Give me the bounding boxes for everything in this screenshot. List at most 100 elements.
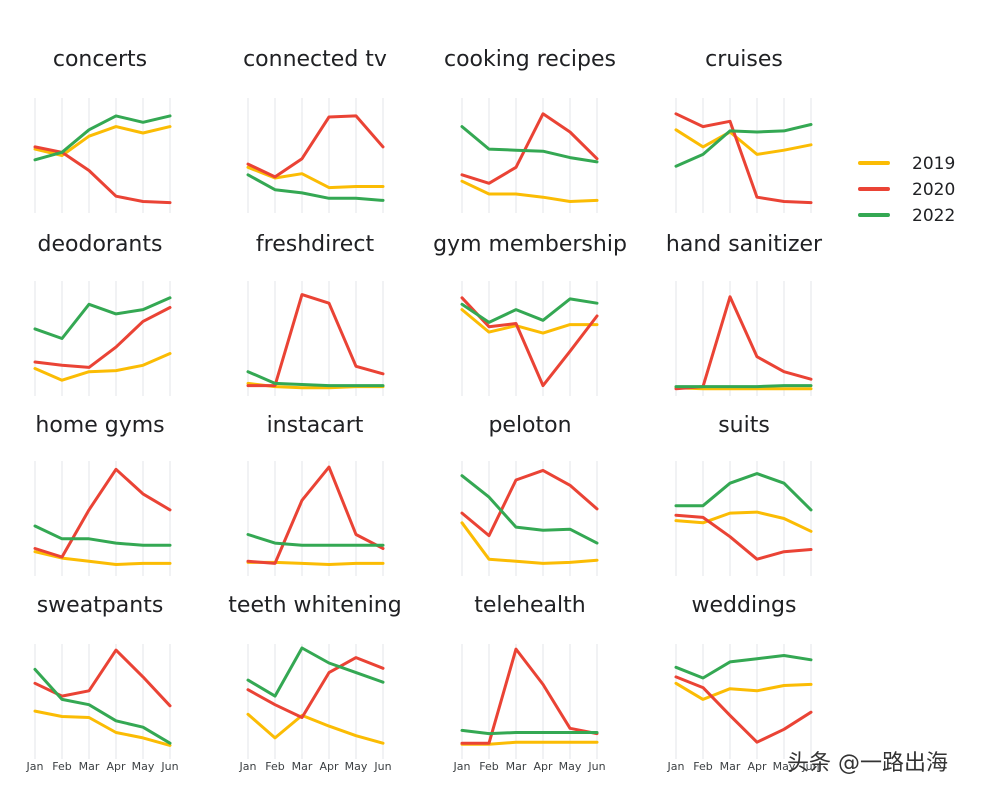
series-line-suits-2022 — [674, 472, 813, 512]
series-line-teeth-whitening-2022 — [246, 646, 385, 698]
x-tick-sweatpants-jan: Jan — [26, 760, 44, 773]
series-line-home-gyms-2022 — [33, 524, 172, 547]
panel-telehealth: telehealth Jan Feb Mar Apr May Jun — [453, 593, 606, 773]
panel-title-telehealth: telehealth — [474, 593, 585, 618]
legend-item-2022: 2022 — [858, 206, 955, 226]
x-tick-telehealth-mar: Mar — [506, 760, 527, 773]
series-line-teeth-whitening-2019 — [246, 712, 385, 745]
series-line-telehealth-2022 — [460, 728, 599, 736]
panel-weddings: weddings Jan Feb Mar Apr May Jun — [667, 593, 820, 773]
series-line-suits-2019 — [674, 510, 813, 533]
series-line-weddings-2019 — [674, 681, 813, 701]
panel-home-gyms: home gyms — [33, 413, 172, 576]
series-line-cruises-2019 — [674, 128, 813, 156]
series-line-sweatpants-2019 — [33, 709, 172, 747]
series-line-sweatpants-2020 — [33, 648, 172, 708]
panel-concerts: concerts — [33, 47, 172, 213]
x-tick-weddings-jun: Jun — [801, 760, 819, 773]
panel-title-peloton: peloton — [488, 413, 571, 438]
x-tick-telehealth-feb: Feb — [479, 760, 498, 773]
panel-peloton: peloton — [460, 413, 599, 576]
x-tick-weddings-feb: Feb — [693, 760, 712, 773]
panel-title-weddings: weddings — [692, 593, 797, 618]
series-line-sweatpants-2022 — [33, 667, 172, 745]
series-line-telehealth-2020 — [460, 647, 599, 745]
x-tick-sweatpants-may: May — [132, 760, 155, 773]
series-line-weddings-2020 — [674, 675, 813, 744]
watermark-text: 头条 @一路出海 — [787, 751, 948, 776]
legend-label-2020: 2020 — [912, 180, 955, 200]
panel-title-cooking-recipes: cooking recipes — [444, 47, 616, 72]
panel-gym-membership: gym membership — [433, 232, 627, 396]
series-line-peloton-2022 — [460, 474, 599, 545]
series-line-connected-tv-2020 — [246, 114, 385, 179]
x-tick-weddings-jan: Jan — [667, 760, 685, 773]
x-tick-weddings-mar: Mar — [720, 760, 741, 773]
series-line-gym-membership-2022 — [460, 297, 599, 324]
series-line-instacart-2020 — [246, 465, 385, 565]
series-line-connected-tv-2022 — [246, 173, 385, 202]
x-tick-telehealth-jun: Jun — [587, 760, 605, 773]
series-line-deodorants-2020 — [33, 306, 172, 369]
panel-title-instacart: instacart — [267, 413, 364, 438]
legend-item-2020: 2020 — [858, 180, 955, 200]
panel-title-freshdirect: freshdirect — [256, 232, 375, 257]
x-tick-teeth-whitening-may: May — [345, 760, 368, 773]
series-line-home-gyms-2020 — [33, 467, 172, 559]
series-line-teeth-whitening-2020 — [246, 656, 385, 719]
x-tick-teeth-whitening-apr: Apr — [319, 760, 339, 773]
x-tick-weddings-apr: Apr — [747, 760, 767, 773]
legend-label-2019: 2019 — [912, 154, 955, 174]
legend: 2019 2020 2022 — [858, 154, 955, 226]
x-tick-telehealth-may: May — [559, 760, 582, 773]
panel-title-concerts: concerts — [53, 47, 147, 72]
x-tick-sweatpants-apr: Apr — [106, 760, 126, 773]
panel-title-home-gyms: home gyms — [35, 413, 164, 438]
panel-hand-sanitizer: hand sanitizer — [666, 232, 823, 396]
panel-teeth-whitening: teeth whitening Jan Feb Mar Apr May Jun — [228, 593, 401, 773]
series-line-cooking-recipes-2020 — [460, 112, 599, 185]
series-line-hand-sanitizer-2022 — [674, 384, 813, 389]
series-line-cooking-recipes-2022 — [460, 125, 599, 164]
series-line-suits-2020 — [674, 513, 813, 561]
panel-sweatpants: sweatpants Jan Feb Mar Apr May Jun — [26, 593, 179, 773]
x-tick-teeth-whitening-jan: Jan — [239, 760, 257, 773]
panel-title-hand-sanitizer: hand sanitizer — [666, 232, 823, 257]
panel-title-cruises: cruises — [705, 47, 783, 72]
series-line-peloton-2020 — [460, 468, 599, 538]
series-line-deodorants-2022 — [33, 296, 172, 340]
panel-cruises: cruises — [674, 47, 813, 213]
x-tick-sweatpants-feb: Feb — [52, 760, 71, 773]
series-line-cruises-2020 — [674, 112, 813, 205]
series-line-deodorants-2019 — [33, 352, 172, 382]
series-line-instacart-2022 — [246, 533, 385, 547]
panel-title-connected-tv: connected tv — [243, 47, 387, 72]
series-line-weddings-2022 — [674, 654, 813, 680]
series-line-freshdirect-2020 — [246, 293, 385, 388]
x-tick-sweatpants-jun: Jun — [160, 760, 178, 773]
panel-title-suits: suits — [718, 413, 770, 438]
panel-freshdirect: freshdirect — [246, 232, 385, 396]
x-tick-teeth-whitening-feb: Feb — [265, 760, 284, 773]
series-line-hand-sanitizer-2020 — [674, 295, 813, 391]
panel-title-gym-membership: gym membership — [433, 232, 627, 257]
panel-title-deodorants: deodorants — [38, 232, 163, 257]
series-line-concerts-2020 — [33, 145, 172, 205]
panel-title-teeth-whitening: teeth whitening — [228, 593, 401, 618]
series-line-gym-membership-2019 — [460, 308, 599, 335]
series-line-gym-membership-2020 — [460, 296, 599, 388]
watermark: 头条 @一路出海 — [787, 751, 948, 776]
series-line-cooking-recipes-2019 — [460, 179, 599, 203]
panel-cooking-recipes: cooking recipes — [444, 47, 616, 213]
panel-instacart: instacart — [246, 413, 385, 576]
panel-deodorants: deodorants — [33, 232, 172, 396]
x-tick-weddings-may: May — [773, 760, 796, 773]
series-line-hand-sanitizer-2019 — [674, 386, 813, 391]
series-line-cruises-2022 — [674, 123, 813, 168]
legend-label-2022: 2022 — [912, 206, 955, 226]
legend-item-2019: 2019 — [858, 154, 955, 174]
panel-title-sweatpants: sweatpants — [37, 593, 164, 618]
x-tick-sweatpants-mar: Mar — [79, 760, 100, 773]
x-tick-teeth-whitening-mar: Mar — [292, 760, 313, 773]
